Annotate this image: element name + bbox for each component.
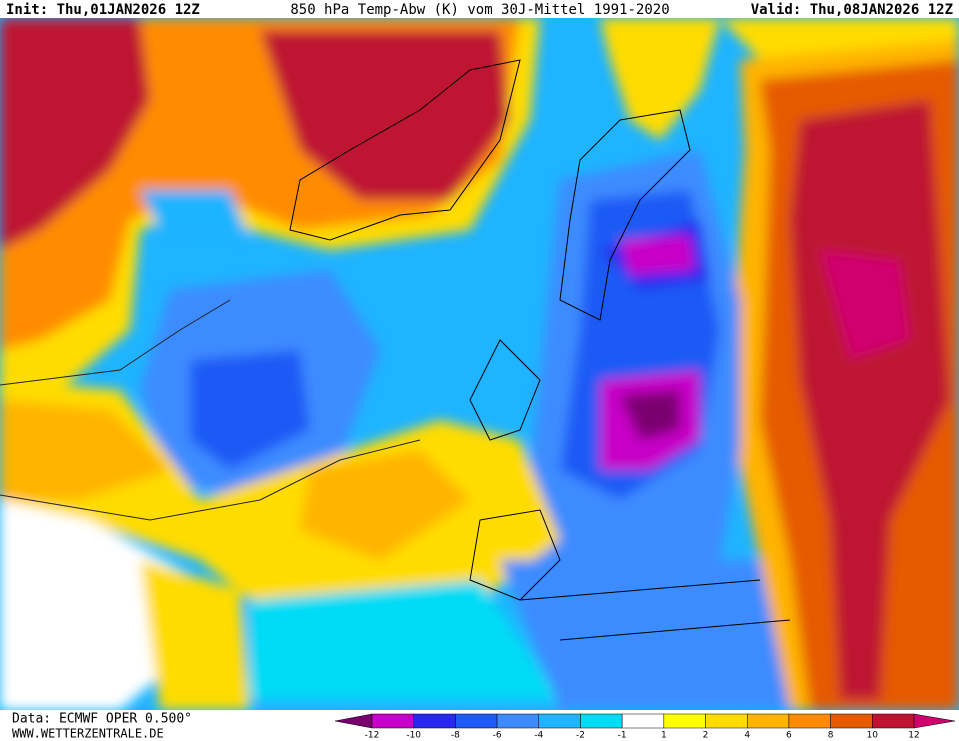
legend-label: -4	[534, 731, 543, 741]
legend-label: 1	[661, 731, 667, 741]
color-legend: -12 -10 -8 -6 -4 -2 -1 1 2 4 6 8 10 12	[334, 713, 956, 741]
legend-swatch	[455, 713, 498, 729]
legend-label: 8	[828, 731, 834, 741]
legend-swatch	[746, 713, 790, 729]
init-time: Init: Thu,01JAN2026 12Z	[6, 2, 200, 18]
legend-swatch	[788, 713, 831, 729]
legend-label: 12	[908, 731, 919, 741]
legend-label: -12	[365, 731, 380, 741]
legend-swatch	[705, 713, 748, 729]
legend-swatch	[663, 713, 706, 729]
legend-label: 4	[744, 731, 750, 741]
map	[0, 18, 959, 710]
legend-arrow-high	[913, 713, 956, 729]
legend-swatch	[621, 713, 665, 729]
legend-swatch	[872, 713, 915, 729]
legend-swatch	[371, 713, 414, 729]
legend-label: 2	[703, 731, 709, 741]
legend-label: -1	[618, 731, 627, 741]
legend-swatch	[580, 713, 623, 729]
legend-swatch	[413, 713, 456, 729]
valid-time: Valid: Thu,08JAN2026 12Z	[751, 2, 953, 18]
legend-swatch	[830, 713, 873, 729]
data-source: Data: ECMWF OPER 0.500°	[12, 712, 192, 727]
legend-label: 6	[786, 731, 792, 741]
legend-label: -6	[493, 731, 502, 741]
legend-label: -10	[406, 731, 421, 741]
legend-arrow-low	[334, 713, 373, 729]
legend-label: -8	[451, 731, 460, 741]
site-url: WWW.WETTERZENTRALE.DE	[12, 727, 164, 741]
legend-label: -2	[576, 731, 585, 741]
legend-swatch	[496, 713, 540, 729]
legend-label: 10	[867, 731, 879, 741]
map-title: 850 hPa Temp-Abw (K) vom 30J-Mittel 1991…	[290, 2, 669, 18]
legend-swatch	[538, 713, 581, 729]
